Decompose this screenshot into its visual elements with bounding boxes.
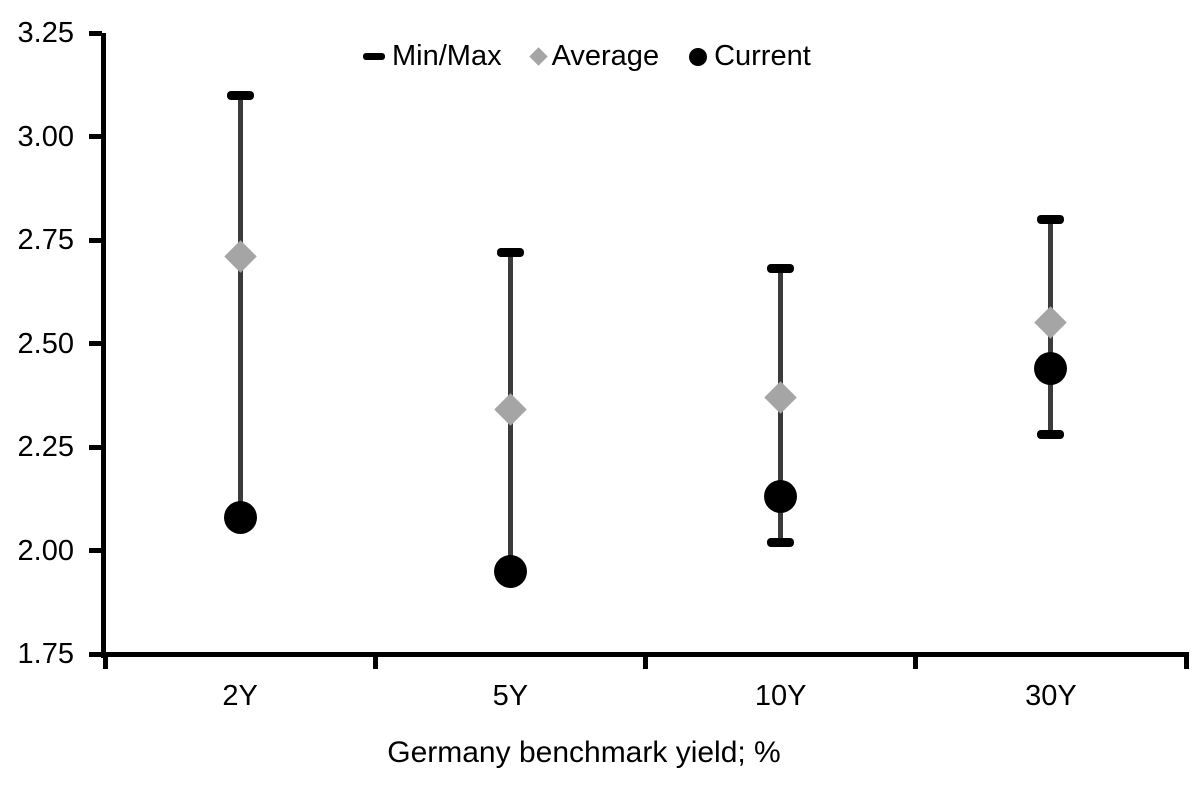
y-tick: [89, 237, 102, 243]
max-cap-10Y: [767, 264, 795, 274]
y-tick-label: 2.00: [17, 534, 74, 567]
current-circle-icon: [689, 47, 708, 66]
legend-label-minmax: Min/Max: [392, 40, 502, 72]
max-cap-2Y: [226, 90, 254, 100]
average-marker-30Y: [1034, 306, 1068, 340]
minmax-dash-icon: [363, 53, 385, 60]
x-tick: [1183, 655, 1189, 669]
legend-label-average: Average: [551, 40, 660, 72]
y-tick-label: 2.25: [17, 431, 74, 463]
current-marker-5Y: [493, 554, 527, 588]
x-category-label-30Y: 30Y: [1025, 680, 1077, 712]
y-tick: [89, 548, 102, 553]
x-category-label-10Y: 10Y: [754, 680, 807, 712]
x-category-label-5Y: 5Y: [492, 680, 529, 712]
x-category-label-2Y: 2Y: [222, 680, 258, 712]
legend-item-minmax: Min/Max: [363, 40, 502, 73]
legend: Min/Max Average Current: [363, 40, 811, 73]
y-tick-label: 3.25: [17, 17, 74, 49]
legend-item-average: Average: [528, 40, 660, 73]
x-tick: [643, 655, 648, 669]
min-cap-30Y: [1037, 430, 1065, 440]
range-line-2Y: [237, 95, 243, 518]
average-marker-10Y: [764, 381, 797, 414]
y-tick-label: 2.50: [17, 327, 74, 360]
x-tick: [102, 655, 108, 669]
x-axis-title: Germany benchmark yield; %: [387, 736, 781, 769]
y-tick: [89, 651, 102, 657]
x-tick: [913, 655, 919, 669]
legend-item-current: Current: [689, 40, 811, 73]
current-marker-10Y: [764, 480, 798, 514]
legend-label-current: Current: [714, 40, 811, 72]
current-marker-2Y: [223, 500, 257, 534]
y-tick: [89, 444, 102, 450]
average-marker-5Y: [494, 393, 527, 426]
average-diamond-icon: [528, 47, 548, 66]
y-tick-label: 3.00: [17, 120, 74, 153]
y-tick: [89, 134, 102, 139]
y-axis-spine: [101, 33, 106, 658]
current-marker-30Y: [1034, 351, 1068, 385]
x-tick: [372, 655, 378, 669]
y-tick-label: 1.75: [17, 638, 74, 670]
y-tick: [89, 341, 102, 346]
y-tick: [89, 30, 102, 36]
y-tick-label: 2.75: [17, 224, 74, 256]
average-marker-2Y: [223, 240, 257, 273]
max-cap-30Y: [1037, 214, 1065, 224]
x-axis-line: [101, 652, 1189, 657]
max-cap-5Y: [496, 247, 524, 257]
min-cap-10Y: [767, 537, 795, 547]
